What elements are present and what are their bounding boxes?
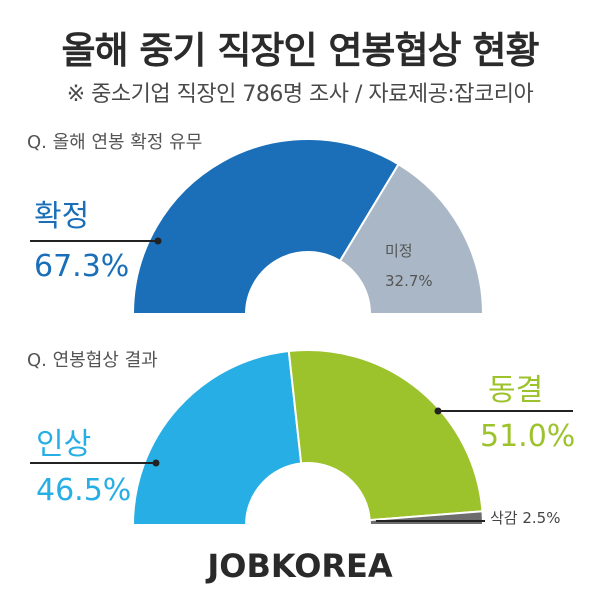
value-동결: 51.0%: [480, 419, 575, 454]
value-확정: 67.3%: [34, 249, 129, 284]
jobkorea-logo: JOBKOREA: [207, 547, 393, 585]
value-미정: 32.7%: [385, 272, 433, 290]
label-인상: 인상: [36, 427, 91, 462]
page-subtitle: ※ 중소기업 직장인 786명 조사 / 자료제공:잡코리아: [66, 82, 534, 107]
page-title: 올해 중기 직장인 연봉협상 현황: [61, 29, 539, 72]
slice-인상: [131, 349, 303, 526]
slice-미정: [338, 162, 485, 315]
leader-dot-동결: [434, 407, 442, 415]
leader-dot-인상: [152, 459, 160, 467]
slice-확정: [131, 138, 400, 315]
chart2-question: Q. 연봉협상 결과: [27, 350, 158, 371]
leader-dot-확정: [154, 237, 162, 245]
label-삭감: 삭감 2.5%: [490, 509, 560, 527]
slice-동결: [287, 349, 484, 522]
label-미정: 미정: [385, 242, 413, 260]
value-인상: 46.5%: [36, 473, 131, 508]
label-동결: 동결: [488, 373, 543, 408]
chart1-question: Q. 올해 연봉 확정 유무: [27, 132, 203, 153]
label-확정: 확정: [34, 199, 89, 234]
